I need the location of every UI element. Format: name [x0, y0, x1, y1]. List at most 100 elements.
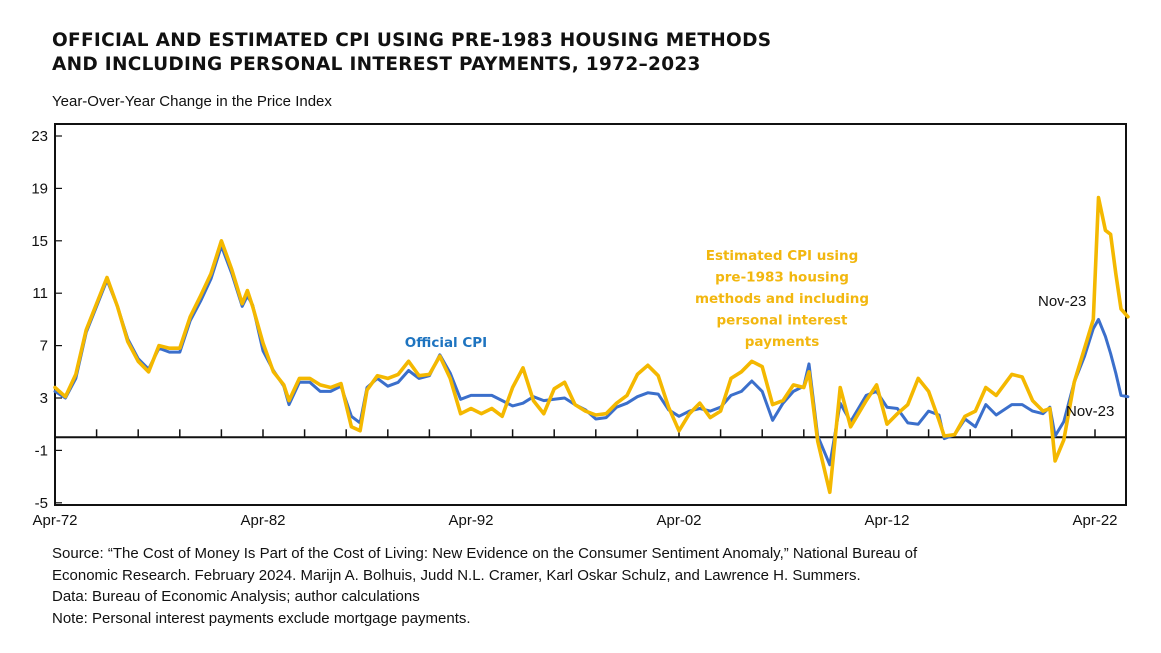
estimated-cpi-point: [1049, 407, 1051, 410]
official-cpi-point: [829, 464, 831, 466]
estimated-cpi-point: [761, 365, 763, 368]
official-cpi-line: [53, 244, 1130, 467]
estimated-cpi-point: [964, 415, 966, 418]
y-tick-label: 23: [31, 128, 48, 145]
official-cpi-point: [927, 410, 930, 412]
estimated-cpi-point: [288, 399, 290, 402]
official-cpi-point: [459, 398, 462, 401]
y-tick-label: 15: [31, 233, 48, 250]
estimated-cpi-point: [995, 394, 997, 397]
y-axis-label: Year-Over-Year Change in the Price Index: [52, 93, 332, 110]
estimated-cpi-point: [605, 412, 607, 415]
official-cpi-point: [387, 385, 389, 388]
estimated-cpi-label-line: Estimated CPI using: [706, 248, 859, 264]
x-tick-label: Apr-22: [1072, 512, 1117, 529]
estimated-cpi-point: [407, 360, 410, 363]
estimated-cpi-point: [532, 399, 535, 402]
official-cpi-point: [1097, 318, 1100, 321]
estimated-cpi-label-line: personal interest: [717, 313, 849, 329]
estimated-cpi-point: [751, 360, 753, 363]
estimated-cpi-point: [329, 386, 332, 389]
estimated-cpi-point: [907, 403, 909, 406]
official-cpi-point: [1054, 435, 1056, 437]
estimated-cpi-label-line: pre-1983 housing: [715, 270, 849, 286]
estimated-cpi-point: [771, 403, 774, 406]
estimated-cpi-point: [953, 433, 956, 436]
estimated-cpi-point: [896, 412, 899, 415]
official-cpi-point: [907, 422, 909, 424]
estimated-cpi-point: [491, 407, 493, 410]
estimated-cpi-point: [480, 412, 483, 415]
estimated-cpi-point: [272, 371, 275, 373]
x-tick-label: Apr-92: [448, 512, 493, 529]
estimated-cpi-point: [974, 410, 977, 412]
estimated-cpi-point: [1031, 399, 1034, 402]
official-cpi-point: [241, 305, 243, 308]
estimated-cpi-point: [1011, 373, 1013, 376]
official-cpi-point: [350, 415, 353, 418]
official-cpi-point: [595, 418, 597, 420]
chart-title-line-2: AND INCLUDING PERSONAL INTEREST PAYMENTS…: [52, 54, 701, 75]
estimated-cpi-point: [808, 371, 810, 373]
note-line: Note: Personal interest payments exclude…: [52, 609, 471, 627]
estimated-cpi-point: [792, 384, 795, 386]
official-cpi-point: [751, 380, 753, 382]
official-cpi-point: [543, 399, 545, 402]
official-cpi-point: [1021, 403, 1023, 406]
official-cpi-point: [168, 351, 171, 353]
estimated-cpi-point: [1042, 410, 1044, 412]
estimated-cpi-point: [647, 364, 649, 367]
estimated-cpi-point: [366, 389, 368, 391]
official-cpi-point: [995, 414, 997, 416]
estimated-cpi-point: [943, 435, 945, 437]
official-cpi-point: [771, 419, 774, 422]
official-cpi-point: [407, 369, 410, 372]
official-cpi-point: [329, 390, 332, 393]
estimated-cpi-point: [678, 429, 680, 432]
official-cpi-point: [740, 390, 743, 393]
official-cpi-point: [657, 393, 659, 395]
official-cpi-point: [896, 407, 899, 410]
official-cpi-point: [491, 394, 493, 397]
official-cpi-point: [418, 377, 420, 380]
estimated-cpi-point: [1021, 376, 1023, 378]
source-line-2: Economic Research. February 2024. Marijn…: [52, 566, 861, 584]
estimated-cpi-point: [574, 403, 576, 406]
estimated-cpi-point: [1115, 272, 1117, 275]
estimated-cpi-line: [53, 195, 1130, 495]
estimated-cpi-point: [1120, 308, 1122, 310]
estimated-cpi-point: [636, 373, 639, 376]
chart-title-line-1: OFFICIAL AND ESTIMATED CPI USING PRE-198…: [52, 30, 772, 51]
official-cpi-point: [1011, 403, 1013, 406]
official-cpi-point: [288, 403, 290, 406]
estimated-cpi-point: [85, 329, 87, 331]
estimated-cpi-point: [719, 410, 722, 412]
y-tick-label: 3: [40, 390, 48, 407]
official-cpi-point: [522, 402, 524, 405]
estimated-cpi-point: [241, 302, 243, 305]
estimated-cpi-point: [1097, 196, 1100, 199]
official-cpi-point: [553, 398, 555, 401]
estimated-cpi-point: [803, 386, 805, 389]
estimated-cpi-point: [397, 373, 400, 376]
official-cpi-point: [782, 402, 784, 405]
estimated-cpi-point: [1054, 460, 1056, 462]
estimated-cpi-point: [782, 399, 784, 402]
estimated-cpi-point: [829, 491, 831, 494]
estimated-cpi-point: [350, 426, 353, 428]
estimated-cpi-point: [1083, 347, 1086, 350]
official-cpi-point: [865, 394, 867, 397]
estimated-cpi-point: [563, 381, 566, 384]
official-cpi-point: [917, 423, 919, 426]
data-line: Data: Bureau of Economic Analysis; autho…: [52, 588, 420, 605]
estimated-cpi-point: [865, 399, 867, 402]
official-cpi-point: [511, 405, 514, 407]
official-cpi-point: [626, 402, 628, 405]
estimated-cpi-point: [543, 412, 545, 415]
official-cpi-point: [1109, 352, 1112, 355]
estimated-cpi-point: [501, 415, 504, 418]
official-cpi-point: [1104, 335, 1107, 338]
estimated-cpi-point: [64, 395, 67, 398]
official-cpi-point: [480, 394, 483, 397]
